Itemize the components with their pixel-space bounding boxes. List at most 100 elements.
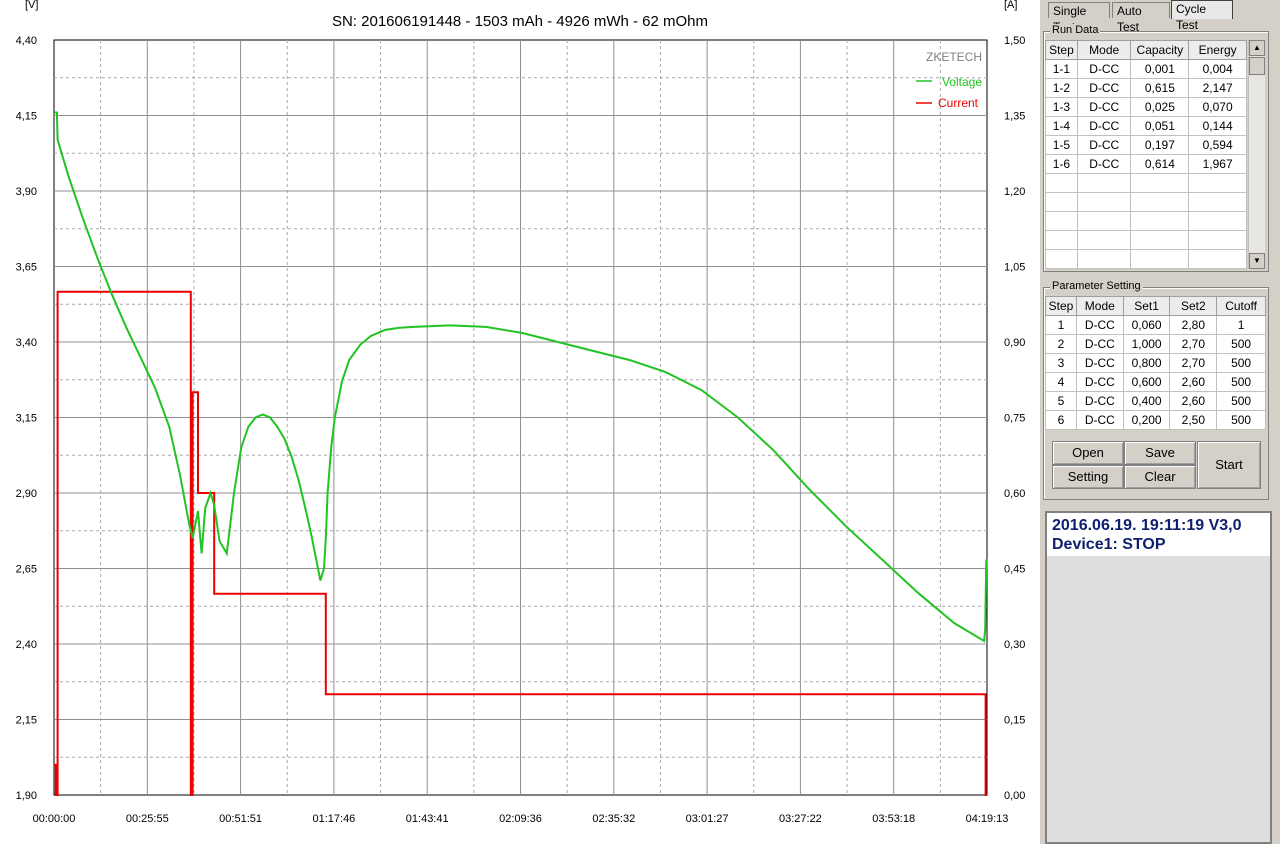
parameter-cell: 500 [1216, 372, 1266, 392]
run-data-cell: 1,967 [1188, 154, 1247, 174]
parameter-cell: D-CC [1075, 315, 1124, 335]
y-left-tick-label: 3,40 [16, 337, 37, 349]
parameter-header: Mode [1075, 296, 1124, 316]
scroll-up-icon[interactable]: ▲ [1249, 40, 1265, 56]
parameter-cell: 2,60 [1169, 391, 1218, 411]
run-data-cell [1076, 211, 1132, 231]
y-left-tick-label: 2,15 [16, 715, 37, 727]
parameter-cell: 0,800 [1122, 353, 1171, 373]
empty-row [1045, 173, 1247, 193]
parameter-cell: 1 [1045, 315, 1077, 335]
open-button[interactable]: Open [1052, 441, 1124, 465]
y-left-tick-label: 3,65 [16, 262, 37, 274]
tab-single-test[interactable]: Single Test [1048, 2, 1110, 34]
run-data-cell [1045, 211, 1078, 231]
y-left-tick-label: 4,15 [16, 111, 37, 123]
table-row[interactable]: 1-4 D-CC 0,051 0,144 [1045, 116, 1247, 136]
run-data-cell [1188, 173, 1247, 193]
run-data-cell: 0,615 [1130, 78, 1190, 98]
scroll-down-icon[interactable]: ▼ [1249, 253, 1265, 269]
run-data-cell: 1-2 [1045, 78, 1078, 98]
run-data-cell [1076, 249, 1132, 269]
parameter-cell: 0,600 [1122, 372, 1171, 392]
table-row[interactable]: 1-2 D-CC 0,615 2,147 [1045, 78, 1247, 98]
status-device-state: Device1: STOP [1052, 536, 1166, 553]
run-data-cell [1188, 230, 1247, 250]
y-right-tick-label: 0,30 [1004, 639, 1025, 651]
run-data-cell [1130, 192, 1190, 212]
y-right-tick-label: 0,00 [1004, 790, 1025, 802]
table-row[interactable]: 4 D-CC 0,600 2,60 500 [1045, 372, 1266, 392]
table-row[interactable]: 1 D-CC 0,060 2,80 1 [1045, 315, 1266, 335]
run-data-cell [1045, 173, 1078, 193]
clear-button[interactable]: Clear [1124, 465, 1196, 489]
run-data-cell [1045, 230, 1078, 250]
run-data-cell: 0,197 [1130, 135, 1190, 155]
tab-auto-test[interactable]: Auto Test [1112, 2, 1170, 34]
run-data-cell: 1-6 [1045, 154, 1078, 174]
parameter-cell: 0,400 [1122, 391, 1171, 411]
tab-cycle-test[interactable]: Cycle Test [1171, 0, 1233, 32]
y-left-tick-label: 1,90 [16, 790, 37, 802]
x-tick-label: 00:51:51 [219, 813, 262, 825]
run-data-cell: 0,614 [1130, 154, 1190, 174]
table-row[interactable]: 1-1 D-CC 0,001 0,004 [1045, 59, 1247, 79]
run-data-cell: D-CC [1076, 97, 1132, 117]
table-row[interactable]: 1-6 D-CC 0,614 1,967 [1045, 154, 1247, 174]
voltage-series-line [54, 111, 988, 643]
run-data-header: Step [1045, 40, 1078, 60]
run-data-cell [1188, 192, 1247, 212]
status-datetime-version: 2016.06.19. 19:11:19 V3,0 [1052, 517, 1242, 534]
run-data-header: Capacity [1130, 40, 1190, 60]
y-left-tick-label: 2,90 [16, 488, 37, 500]
setting-button[interactable]: Setting [1052, 465, 1124, 489]
y-right-tick-label: 1,35 [1004, 111, 1025, 123]
parameter-cell: D-CC [1075, 353, 1124, 373]
y-left-tick-label: 4,40 [16, 35, 37, 47]
empty-row [1045, 211, 1247, 231]
plot-area: 4,40 4,15 3,90 3,65 3,40 3,15 2,90 2,65 2,40 2,15… [0, 0, 1040, 844]
current-series-line [54, 290, 987, 796]
run-data-table: Step Mode Capacity Energy 1-1 D-CC 0,001 0,004… [1045, 40, 1247, 269]
parameter-cell: 5 [1045, 391, 1077, 411]
table-row[interactable]: 1-3 D-CC 0,025 0,070 [1045, 97, 1247, 117]
parameter-table: Step Mode Set1 Set2 Cutoff 1 D-CC 0,060 2,80 1 2 D… [1045, 296, 1266, 430]
y-left-tick-label: 3,90 [16, 186, 37, 198]
y-right-tick-label: 0,90 [1004, 337, 1025, 349]
run-data-title: Run Data [1050, 24, 1101, 36]
run-data-scrollbar[interactable]: ▲ ▼ [1248, 40, 1265, 269]
parameter-cell: D-CC [1075, 391, 1124, 411]
run-data-cell: 0,025 [1130, 97, 1190, 117]
x-tick-label: 03:53:18 [872, 813, 915, 825]
run-data-cell: 0,594 [1188, 135, 1247, 155]
y-left-tick-label: 3,15 [16, 413, 37, 425]
run-data-cell: 0,004 [1188, 59, 1247, 79]
run-data-cell: 1-4 [1045, 116, 1078, 136]
x-tick-label: 01:43:41 [406, 813, 449, 825]
y-right-tick-label: 1,05 [1004, 262, 1025, 274]
start-button[interactable]: Start [1197, 441, 1261, 489]
table-row[interactable]: 6 D-CC 0,200 2,50 500 [1045, 410, 1266, 430]
scroll-thumb[interactable] [1249, 57, 1265, 75]
run-data-header: Mode [1076, 40, 1132, 60]
run-data-cell: D-CC [1076, 135, 1132, 155]
run-data-cell [1188, 249, 1247, 269]
run-data-cell: 2,147 [1188, 78, 1247, 98]
parameter-cell: 500 [1216, 391, 1266, 411]
run-data-cell: 1-5 [1045, 135, 1078, 155]
empty-row [1045, 230, 1247, 250]
table-row[interactable]: 5 D-CC 0,400 2,60 500 [1045, 391, 1266, 411]
run-data-cell [1045, 249, 1078, 269]
table-row[interactable]: 3 D-CC 0,800 2,70 500 [1045, 353, 1266, 373]
save-button[interactable]: Save [1124, 441, 1196, 465]
table-row[interactable]: 2 D-CC 1,000 2,70 500 [1045, 334, 1266, 354]
run-data-cell: 0,070 [1188, 97, 1247, 117]
parameter-cell: 0,060 [1122, 315, 1171, 335]
run-data-cell [1188, 211, 1247, 231]
run-data-cell: 1-1 [1045, 59, 1078, 79]
table-row[interactable]: 1-5 D-CC 0,197 0,594 [1045, 135, 1247, 155]
x-tick-label: 01:17:46 [312, 813, 355, 825]
parameter-cell: 500 [1216, 410, 1266, 430]
parameter-header: Step [1045, 296, 1077, 316]
parameter-cell: 4 [1045, 372, 1077, 392]
